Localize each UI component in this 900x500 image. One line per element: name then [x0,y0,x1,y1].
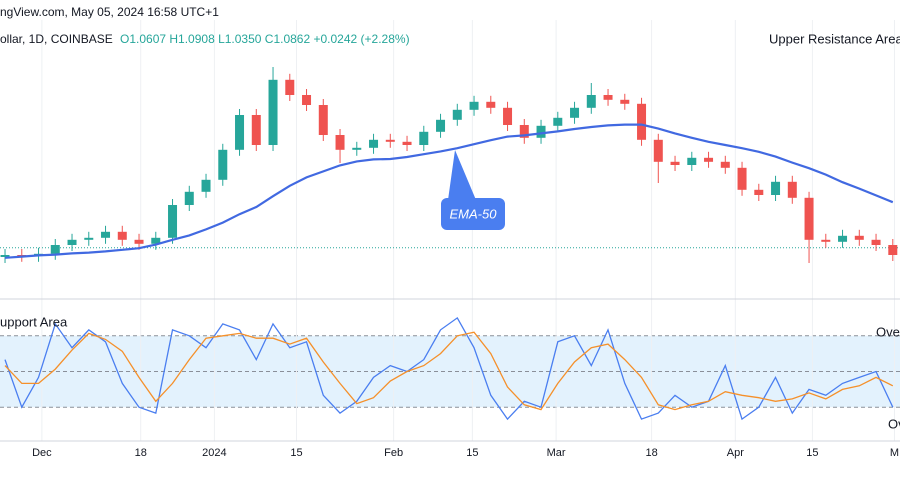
candle-body [838,235,848,242]
candle-body [637,103,647,140]
candle-body [452,109,462,120]
candle-body [385,139,395,142]
candle-body [503,107,513,125]
oversold-label: Ov [888,416,900,431]
candle-body [285,79,295,95]
candle-body [821,239,831,242]
symbol-label: ollar, 1D, COINBASE [0,32,113,46]
candle-body [670,161,680,165]
candle-body [888,245,898,255]
oscillator-line [4,316,894,421]
chart-title: ngView.com, May 05, 2024 16:58 UTC+1 [0,5,219,19]
ohlc-label: O1.0607 H1.0908 L1.0350 C1.0862 +0.0242 … [120,32,410,46]
candle-body [201,179,211,192]
candle-body [854,235,864,240]
candle-body [553,117,563,126]
candle-body [436,119,446,132]
x-tick-label: Dec [32,447,52,459]
candle-body [67,239,77,245]
candle-body [84,237,94,240]
candle-body [486,101,496,108]
candle-body [754,189,764,195]
x-tick-label: Feb [384,447,403,459]
support-label: upport Area [0,314,68,329]
candle-body [737,167,747,190]
candle-body [369,139,379,148]
ema-line [4,123,894,259]
candle-body [352,147,362,150]
resistance-label: Upper Resistance Area [769,31,900,46]
candle-body [402,141,412,145]
candle-body [335,135,345,150]
x-tick-label: M [890,447,899,459]
candle-body [519,125,529,138]
candle-body [302,95,312,105]
candle-body [586,95,596,108]
x-tick-label: 15 [290,447,302,459]
candle-body [871,239,881,245]
x-tick-label: Mar [547,447,566,459]
candle-body [804,197,814,240]
callout-box [441,198,505,230]
candle-body [787,181,797,198]
candle-body [419,131,429,145]
candle-body [469,101,479,110]
callout-label: EMA-50 [450,206,498,221]
candle-body [536,125,546,138]
candle-body [184,191,194,205]
candle-body [251,115,261,145]
callout-pointer [448,150,476,200]
oscillator-line [4,331,894,411]
candle-body [771,181,781,195]
candle-body [218,149,228,180]
x-tick-label: 15 [806,447,818,459]
candle-body [687,157,697,165]
candle-body [134,239,144,244]
candle-body [117,231,127,240]
x-tick-label: 15 [466,447,478,459]
candle-body [268,79,278,145]
candle-body [620,99,630,104]
candle-body [235,115,245,150]
candle-body [653,139,663,162]
plot-layer: Dec 18 2024 15 Feb 15 Mar 18 Apr 15 M [0,67,900,459]
candle-body [720,161,730,168]
candle-body [570,107,580,118]
candle-body [704,157,714,162]
x-tick-label: 2024 [202,447,226,459]
candle-body [151,237,161,244]
candle-body [50,245,60,254]
overbought-label: Ove [876,324,900,339]
x-tick-label: 18 [645,447,657,459]
x-tick-label: 18 [135,447,147,459]
candle-body [603,95,613,100]
grid-layer [0,20,900,441]
candle-body [318,105,328,135]
candle-body [168,205,178,238]
candle-body [0,255,10,257]
x-tick-label: Apr [727,447,744,459]
candle-body [101,231,111,238]
